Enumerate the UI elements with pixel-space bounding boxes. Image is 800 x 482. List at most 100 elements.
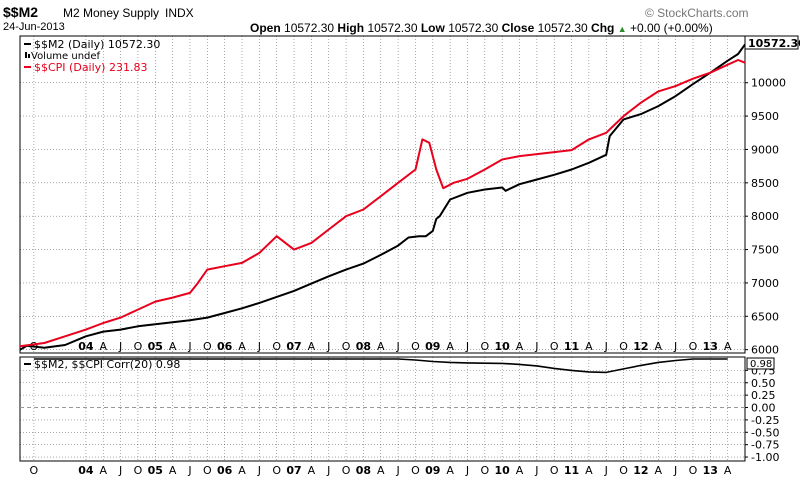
x-tick-label-bottom: A [446,464,454,477]
date-label: 24-Jun-2013 [3,21,65,33]
x-tick-label-top: 06 [217,340,233,353]
m2-legend-label: $$M2 (Daily) 10572.30 [34,38,160,51]
x-tick-label-top: A [446,340,454,353]
corr-y-tick-label: -0.75 [751,439,779,452]
x-tick-label-top: O [203,340,212,353]
x-tick-label-bottom: 10 [495,464,511,477]
price-y-tick-label: 9500 [751,110,779,123]
price-value-box [744,35,799,50]
corr-y-tick-label: -0.50 [751,426,779,439]
x-tick-label-bottom: O [30,464,39,477]
corr-y-tick-label: 0.25 [751,389,776,402]
corr-legend-label: $$M2, $$CPI Corr(20) 0.98 [34,358,180,371]
x-tick-label-top: 13 [703,340,718,353]
volume-legend-label: Volume undef [31,51,101,62]
x-tick-label-bottom: O [480,464,489,477]
x-tick-label-top: 11 [564,340,579,353]
x-tick-label-bottom: J [534,464,538,477]
x-tick-label-top: O [619,340,628,353]
low-label: Low [420,21,445,35]
x-tick-label-bottom: A [377,464,385,477]
x-tick-label-top: A [377,340,385,353]
price-y-tick-label: 7000 [751,277,779,290]
corr-value-box [746,357,775,370]
x-tick-label-top: 04 [78,340,94,353]
x-tick-label-bottom: 09 [425,464,440,477]
x-tick-label-top: J [118,340,122,353]
price-y-tick-label: 9000 [751,143,779,156]
x-tick-label-top: A [724,340,732,353]
x-tick-label-top: A [99,340,107,353]
x-tick-label-bottom: 04 [78,464,94,477]
ohlc-row: Open 10572.30 High 10572.30 Low 10572.30… [250,21,713,35]
x-tick-label-bottom: A [99,464,107,477]
x-tick-label-top: O [550,340,559,353]
x-tick-label-bottom: 12 [633,464,648,477]
price-y-tick-label: 8500 [751,177,779,190]
low-value: 10572.30 [448,21,499,35]
x-tick-label-bottom: O [411,464,420,477]
corr-panel-frame [19,356,746,462]
m2-series-line [19,43,746,351]
volume-legend-swatch-2 [28,54,30,58]
x-tick-label-bottom: 11 [564,464,579,477]
x-tick-label-top: O [411,340,420,353]
x-tick-label-top: A [655,340,663,353]
x-tick-label-bottom: J [257,464,261,477]
x-tick-label-top: A [238,340,246,353]
x-tick-label-bottom: O [272,464,281,477]
x-tick-label-bottom: A [724,464,732,477]
x-tick-label-top: 05 [148,340,163,353]
close-value: 10572.30 [537,21,588,35]
chart-name: M2 Money Supply [63,6,160,20]
x-tick-label-bottom: A [169,464,177,477]
close-label: Close [501,21,535,35]
x-tick-label-bottom: A [585,464,593,477]
cpi-series-line [19,59,746,348]
x-tick-label-bottom: J [604,464,608,477]
corr-series-line [33,358,728,374]
x-tick-label-top: A [169,340,177,353]
corr-value-text: 0.98 [750,359,772,370]
x-tick-label-bottom: J [326,464,330,477]
x-tick-label-bottom: 06 [217,464,233,477]
x-tick-label-bottom: 05 [148,464,163,477]
x-tick-label-bottom: A [308,464,316,477]
x-tick-label-top: J [604,340,608,353]
price-value-text: 10572.30 [748,37,800,50]
x-tick-label-bottom: J [465,464,469,477]
x-tick-label-bottom: J [395,464,399,477]
x-tick-label-top: 10 [495,340,511,353]
exchange-label: INDX [165,6,194,20]
x-tick-label-bottom: O [134,464,143,477]
x-tick-label-top: 09 [425,340,440,353]
x-tick-label-bottom: O [203,464,212,477]
open-value: 10572.30 [284,21,335,35]
chg-value: +0.00 (+0.00%) [629,21,713,35]
x-tick-label-top: 08 [356,340,371,353]
chg-arrow-icon: ▲ [617,24,627,34]
corr-y-tick-label: -1.00 [751,451,779,464]
x-tick-label-top: J [187,340,191,353]
price-y-tick-label: 10000 [751,77,786,90]
x-tick-label-bottom: 07 [286,464,301,477]
x-tick-label-top: J [257,340,261,353]
x-tick-label-top: 07 [286,340,301,353]
high-value: 10572.30 [367,21,418,35]
x-tick-label-top: O [480,340,489,353]
x-tick-label-top: J [395,340,399,353]
price-y-tick-label: 6500 [751,310,779,323]
x-tick-label-top: A [585,340,593,353]
x-tick-label-top: A [308,340,316,353]
x-tick-label-bottom: O [550,464,559,477]
x-tick-label-top: O [689,340,698,353]
x-tick-label-top: A [516,340,524,353]
chg-label: Chg [591,21,615,35]
x-tick-label-top: O [272,340,281,353]
brand-label: © StockCharts.com [645,6,749,20]
x-tick-label-top: O [342,340,351,353]
high-label: High [337,21,365,35]
x-tick-label-bottom: A [516,464,524,477]
symbol-label: $$M2 [3,4,39,20]
